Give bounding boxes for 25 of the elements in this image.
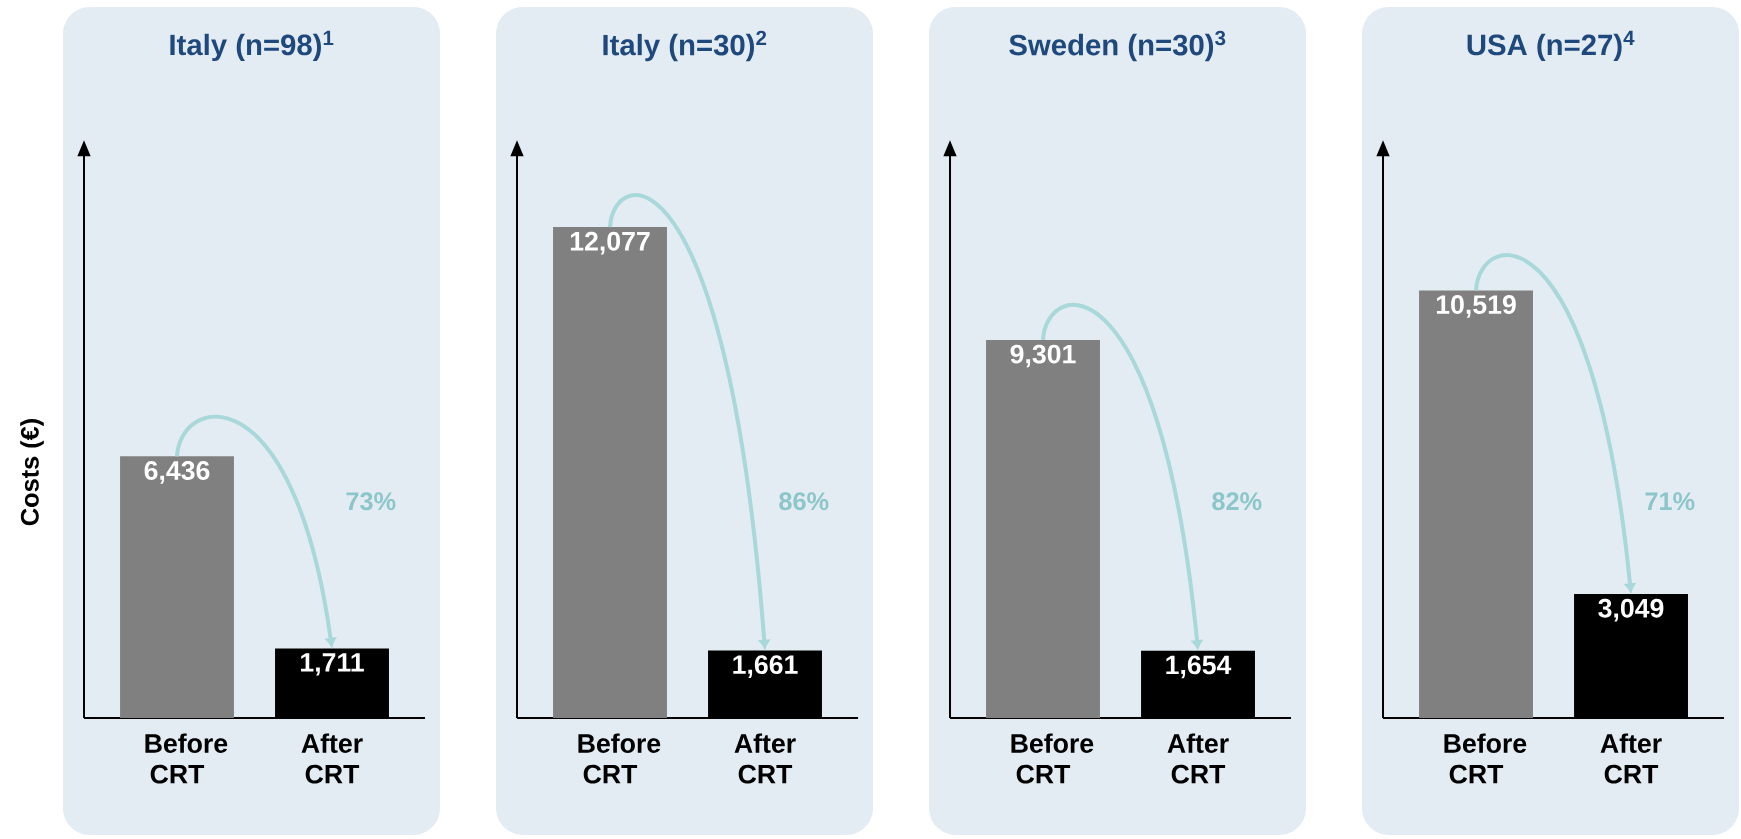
data-label: 1,661 [733, 655, 798, 678]
data-label: 10,519 [1436, 295, 1516, 318]
data-label: 6,436 [144, 461, 210, 484]
x-tick-label: Before CRT [1444, 733, 1527, 784]
data-label: 12,077 [570, 231, 650, 255]
x-tick-label: Before CRT [1011, 733, 1094, 784]
chart-title: Sweden (n=30)$^{3}$ [1009, 30, 1226, 62]
annotation: 82% [1212, 492, 1262, 511]
data-label: 1,654 [1166, 655, 1232, 679]
y-axis-title: Costs (€) [20, 419, 44, 526]
chart-title: Italy (n=98)$^{1}$ [170, 30, 334, 62]
x-tick-label: After CRT [734, 733, 796, 784]
annotation: 73% [346, 492, 396, 511]
x-tick-label: After CRT [1600, 733, 1662, 784]
annotation: 71% [1645, 492, 1695, 511]
chart-title: USA (n=27)$^{4}$ [1467, 30, 1635, 62]
chart-title: Italy (n=30)$^{2}$ [603, 30, 767, 62]
data-label: 3,049 [1598, 598, 1664, 622]
x-tick-label: Before CRT [578, 733, 661, 784]
data-label: 1,711 [301, 653, 364, 676]
x-tick-label: After CRT [1167, 733, 1229, 784]
data-label: 9,301 [1010, 344, 1076, 368]
annotation: 86% [779, 492, 829, 511]
x-tick-label: After CRT [301, 733, 363, 784]
x-tick-label: Before CRT [145, 733, 228, 784]
